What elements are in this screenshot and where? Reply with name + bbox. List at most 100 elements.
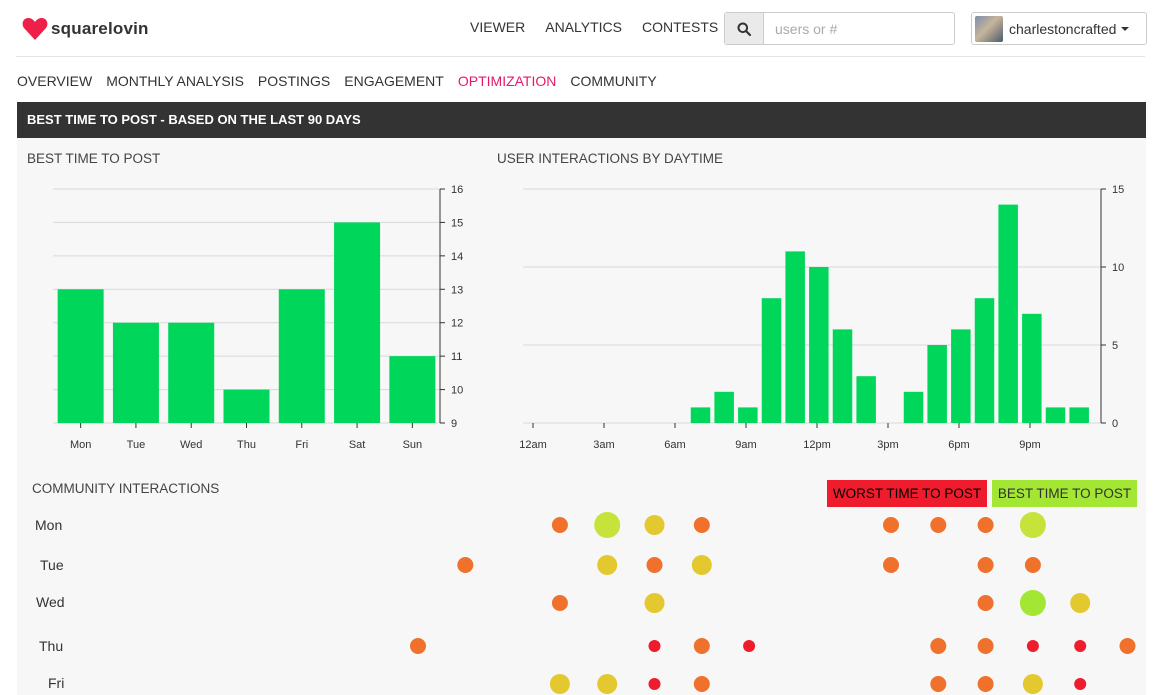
chart1-title: BEST TIME TO POST [27, 151, 161, 166]
bubble-tue-12 [597, 555, 618, 575]
bubble-tue-14 [691, 555, 712, 575]
bubble-fri-11 [549, 674, 570, 694]
bar-fri [278, 289, 325, 423]
tab-community[interactable]: COMMUNITY [570, 73, 657, 89]
user-interactions-chart: 0 5 10 15 12am 3am 6am 9am 12pm 3pm 6pm 9pm [519, 184, 1124, 451]
bubble-mon-14 [693, 517, 710, 533]
bar-10am [761, 298, 782, 423]
bar-sun [389, 356, 436, 423]
y-tick-label: 0 [1112, 418, 1118, 430]
bubble-fri-13 [648, 678, 661, 690]
bubble-tue-20 [977, 557, 994, 573]
x-tick-label: Fri [295, 439, 308, 451]
bubble-thu-22 [1074, 640, 1087, 652]
y-tick-label: 15 [451, 217, 463, 229]
bubble-thu-8 [410, 638, 426, 654]
bubble-wed-11 [551, 595, 568, 611]
logo-text: squarelovin [51, 19, 149, 38]
bubble-wed-20 [977, 595, 994, 611]
search-box [724, 12, 955, 45]
tab-monthly-analysis[interactable]: MONTHLY ANALYSIS [106, 73, 244, 89]
bar-thu [223, 389, 270, 423]
bar-6pm [951, 329, 971, 423]
x-tick-label: 12am [519, 439, 547, 451]
y-tick-label: 12 [451, 318, 463, 330]
bubble-tue-13 [646, 557, 663, 573]
bar-9pm [1022, 313, 1042, 423]
bar-mon [57, 289, 104, 423]
bubble-wed-13 [644, 593, 665, 613]
bar-4pm [903, 391, 924, 423]
nav-analytics[interactable]: ANALYTICS [545, 19, 622, 35]
bar-sat [334, 222, 381, 423]
tab-engagement[interactable]: ENGAGEMENT [344, 73, 444, 89]
bubble-mon-11 [551, 517, 568, 533]
bar-wed [168, 322, 215, 423]
nav-contests[interactable]: CONTESTS [642, 19, 719, 35]
bar-1pm [832, 329, 853, 423]
x-tick-label: 12pm [803, 439, 831, 451]
day-label-wed: Wed [36, 594, 65, 610]
bubble-fri-12 [597, 674, 618, 694]
x-tick-label: Wed [180, 439, 202, 451]
tab-overview[interactable]: OVERVIEW [17, 73, 93, 89]
sub-nav: OVERVIEW MONTHLY ANALYSIS POSTINGS ENGAG… [17, 73, 671, 89]
bubble-mon-12 [594, 512, 621, 538]
bubble-thu-23 [1119, 638, 1136, 654]
legend-best: BEST TIME TO POST [992, 480, 1137, 507]
tab-optimization[interactable]: OPTIMIZATION [457, 73, 557, 89]
x-tick-label: 9am [735, 439, 756, 451]
x-tick-label: Thu [237, 439, 256, 451]
y-tick-label: 15 [1112, 184, 1124, 196]
bar-8pm [998, 204, 1018, 423]
x-tick-label: 6am [664, 439, 685, 451]
y-tick-label: 16 [451, 184, 463, 196]
x-tick-label: Sun [403, 439, 423, 451]
bubble-fri-20 [977, 676, 994, 692]
bubble-mon-18 [883, 517, 899, 533]
bar-10pm [1045, 407, 1066, 423]
x-tick-label: 9pm [1019, 439, 1040, 451]
nav-viewer[interactable]: VIEWER [470, 19, 526, 35]
day-label-mon: Mon [35, 517, 63, 533]
y-tick-label: 14 [451, 251, 463, 263]
day-label-fri: Fri [48, 675, 65, 691]
search-icon [737, 22, 751, 36]
x-tick-label: 3pm [877, 439, 898, 451]
bubble-thu-15 [743, 640, 756, 652]
bubble-wed-21 [1019, 590, 1046, 616]
bubble-thu-19 [930, 638, 947, 654]
bubble-mon-13 [644, 515, 665, 535]
bubble-mon-19 [930, 517, 947, 533]
section-title: BEST TIME TO POST - BASED ON THE LAST 90… [27, 112, 361, 127]
bubble-thu-14 [693, 638, 710, 654]
bar-7pm [974, 298, 995, 423]
header-divider [16, 56, 1145, 57]
bubble-thu-13 [648, 640, 661, 652]
bar-5pm [927, 345, 947, 423]
bar-11am [785, 251, 805, 423]
user-menu-button[interactable]: charlestoncrafted [971, 12, 1147, 45]
tab-postings[interactable]: POSTINGS [257, 73, 331, 89]
search-input[interactable] [764, 13, 952, 44]
y-tick-label: 10 [451, 385, 463, 397]
search-button[interactable] [725, 13, 764, 44]
x-tick-label: 6pm [948, 439, 969, 451]
bubble-fri-14 [693, 676, 710, 692]
bar-9am [738, 407, 758, 423]
legend-worst: WORST TIME TO POST [827, 480, 987, 507]
bubble-mon-21 [1019, 512, 1046, 538]
bar-2pm [856, 376, 876, 423]
bubble-tue-9 [457, 557, 474, 573]
top-header: squarelovin VIEWER ANALYTICS CONTESTS ch… [0, 0, 1155, 56]
user-name: charlestoncrafted [1009, 20, 1117, 37]
logo[interactable]: squarelovin [22, 17, 149, 41]
top-nav: VIEWER ANALYTICS CONTESTS [470, 19, 738, 35]
heart-logo-icon [22, 18, 48, 40]
y-tick-label: 13 [451, 284, 463, 296]
bar-7am [690, 407, 711, 423]
bar-tue [112, 322, 159, 423]
bubble-thu-21 [1026, 640, 1039, 652]
bubble-thu-20 [977, 638, 994, 654]
y-tick-label: 9 [451, 418, 457, 430]
